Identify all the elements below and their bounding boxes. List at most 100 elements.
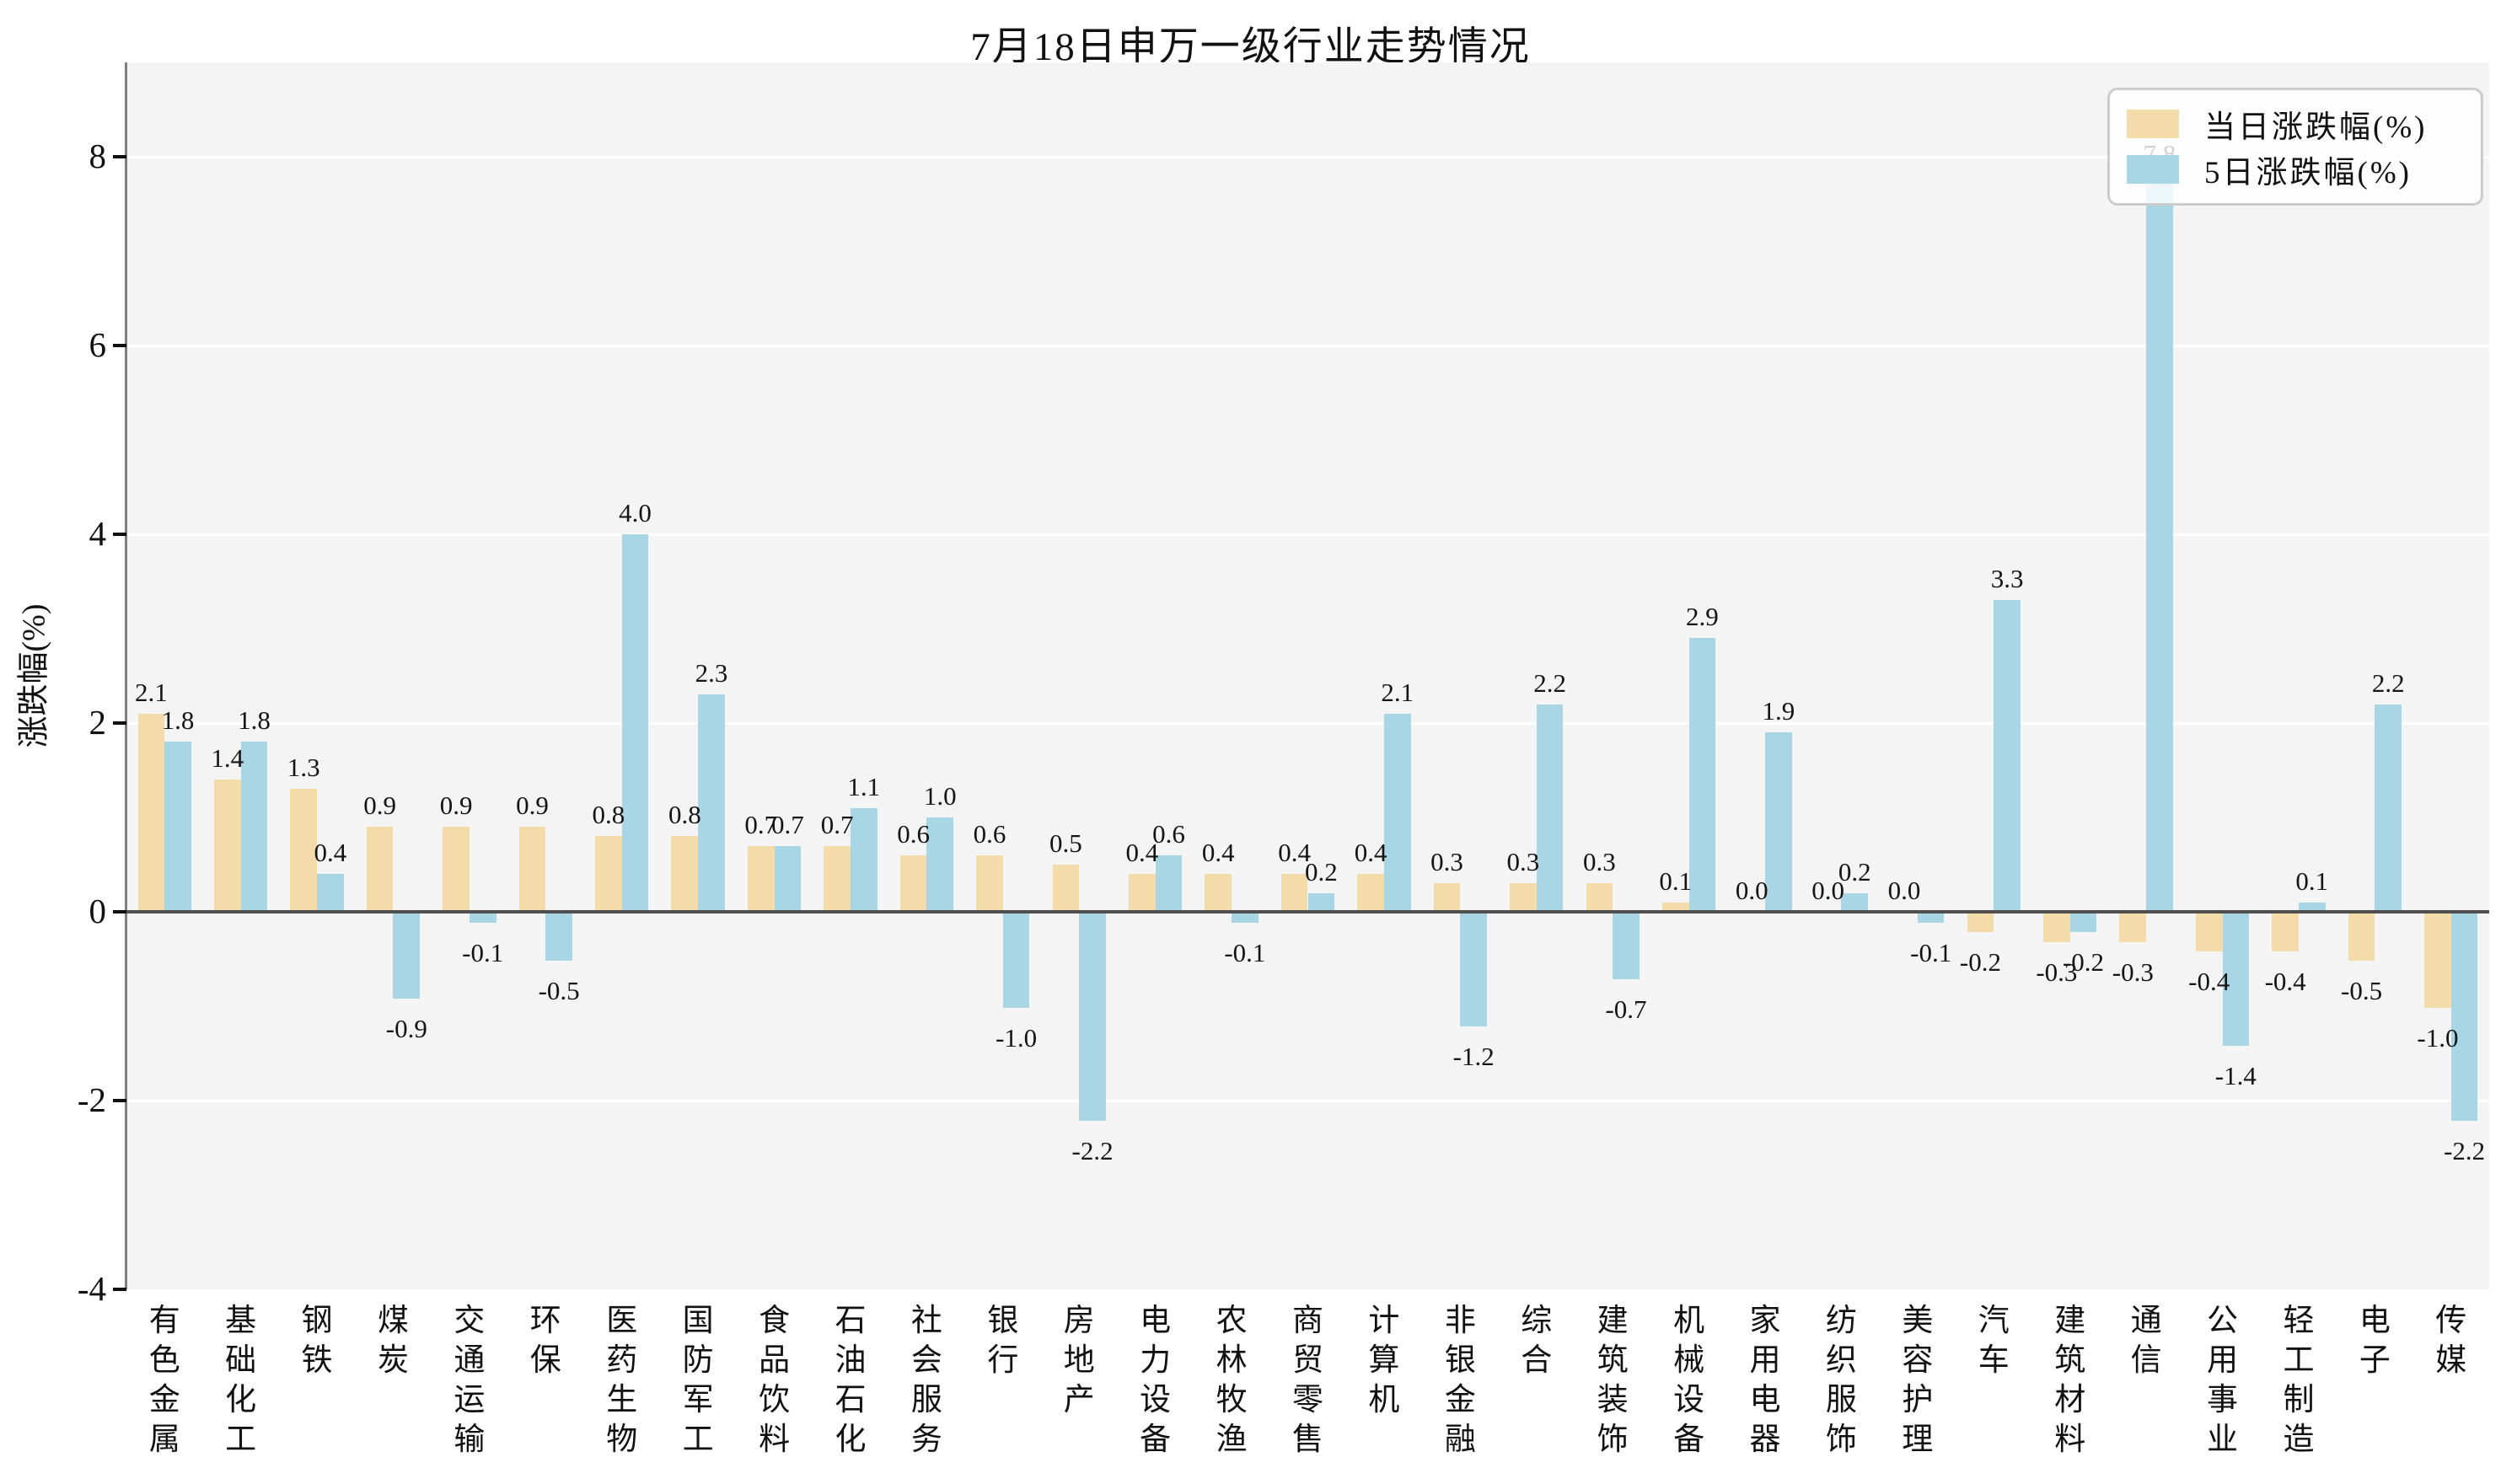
- bar-value-label: 0.7: [771, 809, 804, 839]
- bar-value-label: 0.5: [1049, 828, 1082, 858]
- x-tick-label: 计 算 机: [1368, 1304, 1400, 1417]
- bar: [976, 855, 1003, 912]
- bar-value-label: 1.8: [161, 705, 195, 736]
- legend-label-5day: 5日涨跌幅(%): [2204, 156, 2412, 190]
- bar: [213, 780, 241, 912]
- bar-value-label: -0.9: [385, 1013, 427, 1043]
- bar: [2069, 913, 2097, 933]
- bar-value-label: 0.7: [744, 809, 778, 839]
- x-tick-label: 煤 炭: [377, 1304, 409, 1378]
- bar-value-label: -0.2: [1959, 947, 2001, 978]
- bar-value-label: 0.4: [1354, 838, 1387, 868]
- bar: [2298, 902, 2326, 912]
- bar: [1052, 865, 1080, 912]
- bar: [899, 855, 927, 912]
- y-axis-spine: [125, 62, 127, 1289]
- bar: [1002, 913, 1030, 1008]
- bar: [1841, 892, 1869, 912]
- bar: [2348, 913, 2375, 961]
- bar-value-label: 2.3: [695, 658, 728, 688]
- bar-value-label: -0.3: [2036, 956, 2078, 987]
- bar: [926, 817, 954, 912]
- chart-title: 7月18日申万一级行业走势情况: [970, 25, 1531, 69]
- x-tick-label: 房 地 产: [1063, 1304, 1095, 1417]
- bar: [2146, 175, 2173, 912]
- bar-value-label: -0.7: [1605, 994, 1647, 1025]
- bar-value-label: 3.3: [1990, 564, 2024, 594]
- bar: [2424, 913, 2451, 1008]
- bar: [366, 827, 394, 912]
- bar: [443, 827, 470, 912]
- y-tick-mark: [113, 1099, 126, 1102]
- bar: [2195, 913, 2223, 951]
- bar: [595, 836, 622, 912]
- bar-value-label: 0.2: [1838, 856, 1871, 887]
- bar: [1155, 855, 1183, 912]
- y-tick-mark: [113, 344, 126, 347]
- bar: [1661, 902, 1689, 912]
- bar: [317, 874, 344, 912]
- bar: [774, 845, 802, 912]
- bar-value-label: 0.0: [1887, 876, 1921, 905]
- bar-value-label: 1.8: [238, 705, 271, 736]
- x-tick-label: 非 银 金 融: [1444, 1304, 1476, 1457]
- bar: [698, 694, 725, 912]
- bar-value-label: -0.5: [2341, 976, 2383, 1005]
- legend-swatch-daily-icon: [2127, 110, 2179, 138]
- bar-value-label: 0.8: [592, 800, 625, 830]
- y-tick-label: -2: [77, 1080, 106, 1119]
- x-tick-label: 农 林 牧 渔: [1216, 1304, 1248, 1457]
- x-tick-label: 银 行: [987, 1304, 1019, 1378]
- bar: [1205, 874, 1232, 912]
- bar-value-label: 0.0: [1811, 876, 1844, 905]
- bar: [621, 534, 649, 912]
- bar-value-label: 0.3: [1582, 847, 1616, 877]
- x-tick-label: 建 筑 材 料: [2054, 1304, 2086, 1457]
- bar: [1460, 913, 1487, 1027]
- bar: [1433, 883, 1461, 912]
- gridline: [126, 155, 2489, 158]
- bar: [1129, 874, 1156, 912]
- x-tick-label: 有 色 金 属: [148, 1304, 180, 1457]
- bar: [1765, 732, 1792, 912]
- bar: [824, 845, 851, 912]
- x-tick-label: 环 保: [529, 1304, 561, 1378]
- bar-value-label: 0.4: [1125, 838, 1159, 868]
- bar: [1586, 883, 1613, 912]
- y-tick-label: 8: [89, 137, 107, 175]
- bar: [393, 913, 421, 999]
- x-tick-label: 综 合: [1521, 1304, 1553, 1378]
- bar-value-label: -0.1: [1224, 938, 1266, 968]
- x-tick-label: 商 贸 零 售: [1292, 1304, 1323, 1457]
- legend-swatch-5day-icon: [2127, 155, 2179, 184]
- x-tick-label: 社 会 服 务: [910, 1304, 942, 1457]
- bar: [137, 713, 165, 912]
- bar-value-label: 1.3: [287, 753, 320, 783]
- bar: [1232, 913, 1259, 924]
- gridline: [126, 344, 2489, 347]
- y-tick-mark: [113, 533, 126, 536]
- gridline: [126, 533, 2489, 536]
- x-tick-label: 交 通 运 输: [454, 1304, 486, 1457]
- bar: [545, 913, 572, 961]
- y-tick-label: 0: [89, 892, 107, 930]
- bar: [1079, 913, 1106, 1122]
- gridline: [126, 1099, 2489, 1102]
- bar-value-label: 0.0: [1735, 876, 1768, 905]
- y-tick-label: -4: [77, 1269, 106, 1308]
- bar: [747, 845, 775, 912]
- bar-value-label: 1.1: [847, 771, 881, 801]
- bar-value-label: 0.9: [363, 790, 397, 821]
- bar-value-label: 0.6: [1152, 818, 1185, 849]
- bar: [1307, 892, 1335, 912]
- bar-value-label: 1.9: [1762, 696, 1795, 726]
- x-tick-label: 传 媒: [2435, 1304, 2467, 1378]
- legend-item-5day: 5日涨跌幅(%): [2127, 151, 2481, 190]
- bar: [2450, 913, 2478, 1122]
- bar-value-label: -1.4: [2214, 1060, 2257, 1090]
- bar: [1688, 638, 1716, 912]
- legend-label-daily: 当日涨跌幅(%): [2204, 110, 2428, 145]
- bar-value-label: 0.6: [973, 818, 1006, 849]
- bar: [2222, 913, 2250, 1046]
- bar: [1357, 874, 1384, 912]
